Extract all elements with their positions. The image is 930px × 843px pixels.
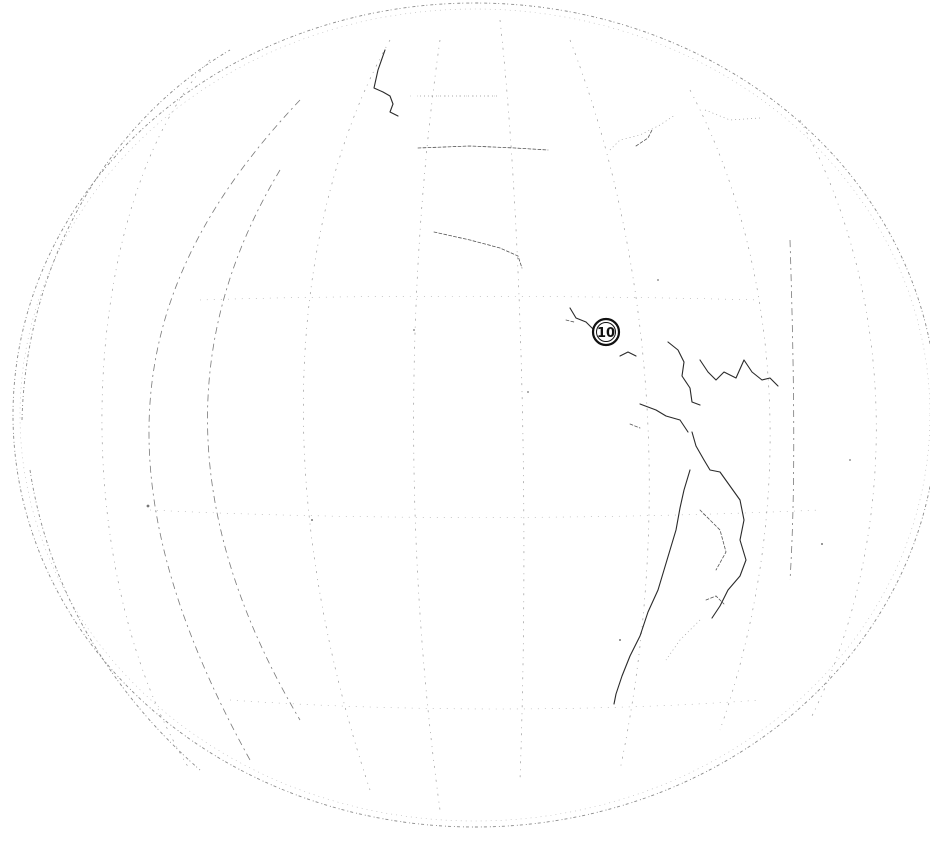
- meridian-lines: [101, 19, 877, 811]
- location-marker-10[interactable]: 10: [591, 317, 621, 347]
- coastline-central-america: [565, 307, 779, 433]
- coastline-south-america: [613, 431, 747, 705]
- coastline-north: [373, 49, 549, 269]
- globe-outline: [12, 2, 930, 828]
- location-marker-label: 10: [597, 326, 615, 341]
- parallel-lines: [149, 95, 821, 710]
- map-specks: [146, 279, 851, 641]
- coastline-arctic: [609, 109, 761, 151]
